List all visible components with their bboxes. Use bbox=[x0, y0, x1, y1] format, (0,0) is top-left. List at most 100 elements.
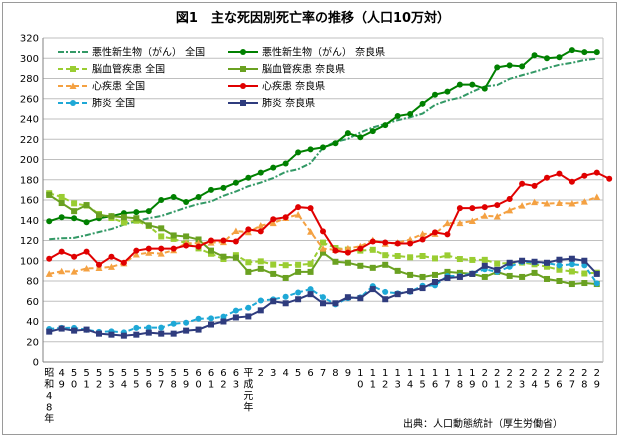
legend-label: 肺炎 奈良県 bbox=[262, 97, 315, 110]
data-point bbox=[382, 288, 389, 295]
data-point bbox=[332, 300, 339, 307]
y-tick-label: 60 bbox=[26, 297, 39, 308]
y-tick-label: 220 bbox=[20, 135, 39, 146]
data-point bbox=[195, 243, 202, 250]
data-point bbox=[369, 264, 376, 271]
data-point bbox=[519, 257, 526, 264]
data-point bbox=[357, 134, 364, 141]
data-point bbox=[531, 52, 538, 59]
data-point bbox=[407, 110, 414, 117]
data-point bbox=[456, 269, 463, 276]
data-point bbox=[158, 233, 165, 240]
data-point bbox=[432, 255, 438, 262]
data-point bbox=[456, 256, 463, 263]
data-point bbox=[170, 193, 177, 200]
data-point bbox=[494, 266, 501, 273]
legend-label: 心疾患 奈良県 bbox=[262, 80, 325, 93]
data-point bbox=[481, 273, 488, 280]
data-point bbox=[543, 200, 551, 207]
data-point bbox=[332, 247, 339, 254]
data-point bbox=[307, 146, 314, 153]
data-point bbox=[456, 205, 463, 212]
data-point bbox=[344, 130, 351, 137]
data-point bbox=[295, 268, 302, 275]
legend-label: 心疾患 全国 bbox=[92, 80, 145, 93]
data-point bbox=[120, 259, 127, 266]
data-point bbox=[320, 228, 326, 235]
data-point bbox=[108, 213, 115, 220]
x-tick-label: 4 bbox=[282, 368, 288, 379]
data-point bbox=[406, 235, 414, 243]
data-point bbox=[232, 307, 239, 314]
data-point bbox=[83, 264, 91, 272]
data-point bbox=[183, 242, 190, 249]
data-point bbox=[432, 279, 438, 286]
x-tick-label: 6 bbox=[307, 368, 313, 379]
data-point bbox=[208, 315, 214, 322]
data-point bbox=[394, 240, 401, 247]
data-point bbox=[494, 260, 501, 267]
data-point bbox=[245, 226, 252, 233]
data-point bbox=[469, 270, 476, 277]
data-point bbox=[145, 208, 152, 215]
y-tick-label: 200 bbox=[20, 155, 39, 166]
y-tick-label: 300 bbox=[20, 54, 39, 65]
x-tick-label: 7 bbox=[320, 368, 326, 379]
x-tick-label: 9 bbox=[345, 368, 351, 379]
data-point bbox=[407, 288, 414, 295]
data-point bbox=[183, 327, 190, 334]
data-point bbox=[544, 174, 550, 181]
data-point bbox=[232, 254, 239, 261]
data-point bbox=[232, 179, 239, 186]
data-point bbox=[257, 228, 264, 235]
data-point bbox=[45, 270, 53, 277]
data-point bbox=[556, 278, 563, 284]
data-point bbox=[419, 252, 426, 259]
data-point bbox=[133, 215, 140, 222]
data-point bbox=[544, 263, 550, 270]
data-point bbox=[245, 313, 252, 320]
data-point bbox=[282, 274, 289, 281]
data-point bbox=[158, 324, 165, 331]
data-point bbox=[443, 219, 451, 227]
data-point bbox=[120, 219, 127, 226]
y-tick-label: 40 bbox=[26, 317, 39, 328]
x-tick-label: 平成元年 bbox=[243, 368, 253, 414]
series-line-1 bbox=[48, 49, 597, 224]
data-point bbox=[419, 100, 426, 107]
data-point bbox=[394, 267, 401, 274]
data-point bbox=[481, 85, 488, 92]
data-point bbox=[394, 112, 401, 119]
legend-marker bbox=[240, 83, 246, 89]
data-point bbox=[257, 222, 265, 229]
data-point bbox=[556, 262, 563, 269]
data-point bbox=[208, 186, 214, 193]
data-point bbox=[593, 193, 601, 200]
data-point bbox=[606, 175, 613, 182]
data-point bbox=[294, 211, 302, 218]
data-point bbox=[444, 268, 451, 275]
data-point bbox=[295, 149, 302, 156]
y-tick-label: 260 bbox=[20, 94, 39, 105]
legend-marker bbox=[70, 66, 76, 72]
data-point bbox=[232, 227, 240, 234]
data-point bbox=[220, 313, 227, 320]
data-point bbox=[456, 273, 463, 280]
data-point bbox=[382, 122, 389, 129]
data-point bbox=[307, 205, 314, 212]
data-point bbox=[382, 261, 389, 268]
data-point bbox=[444, 274, 451, 281]
data-point bbox=[270, 298, 277, 305]
data-point bbox=[307, 260, 314, 267]
y-tick-label: 240 bbox=[20, 115, 39, 126]
data-point bbox=[344, 259, 351, 266]
